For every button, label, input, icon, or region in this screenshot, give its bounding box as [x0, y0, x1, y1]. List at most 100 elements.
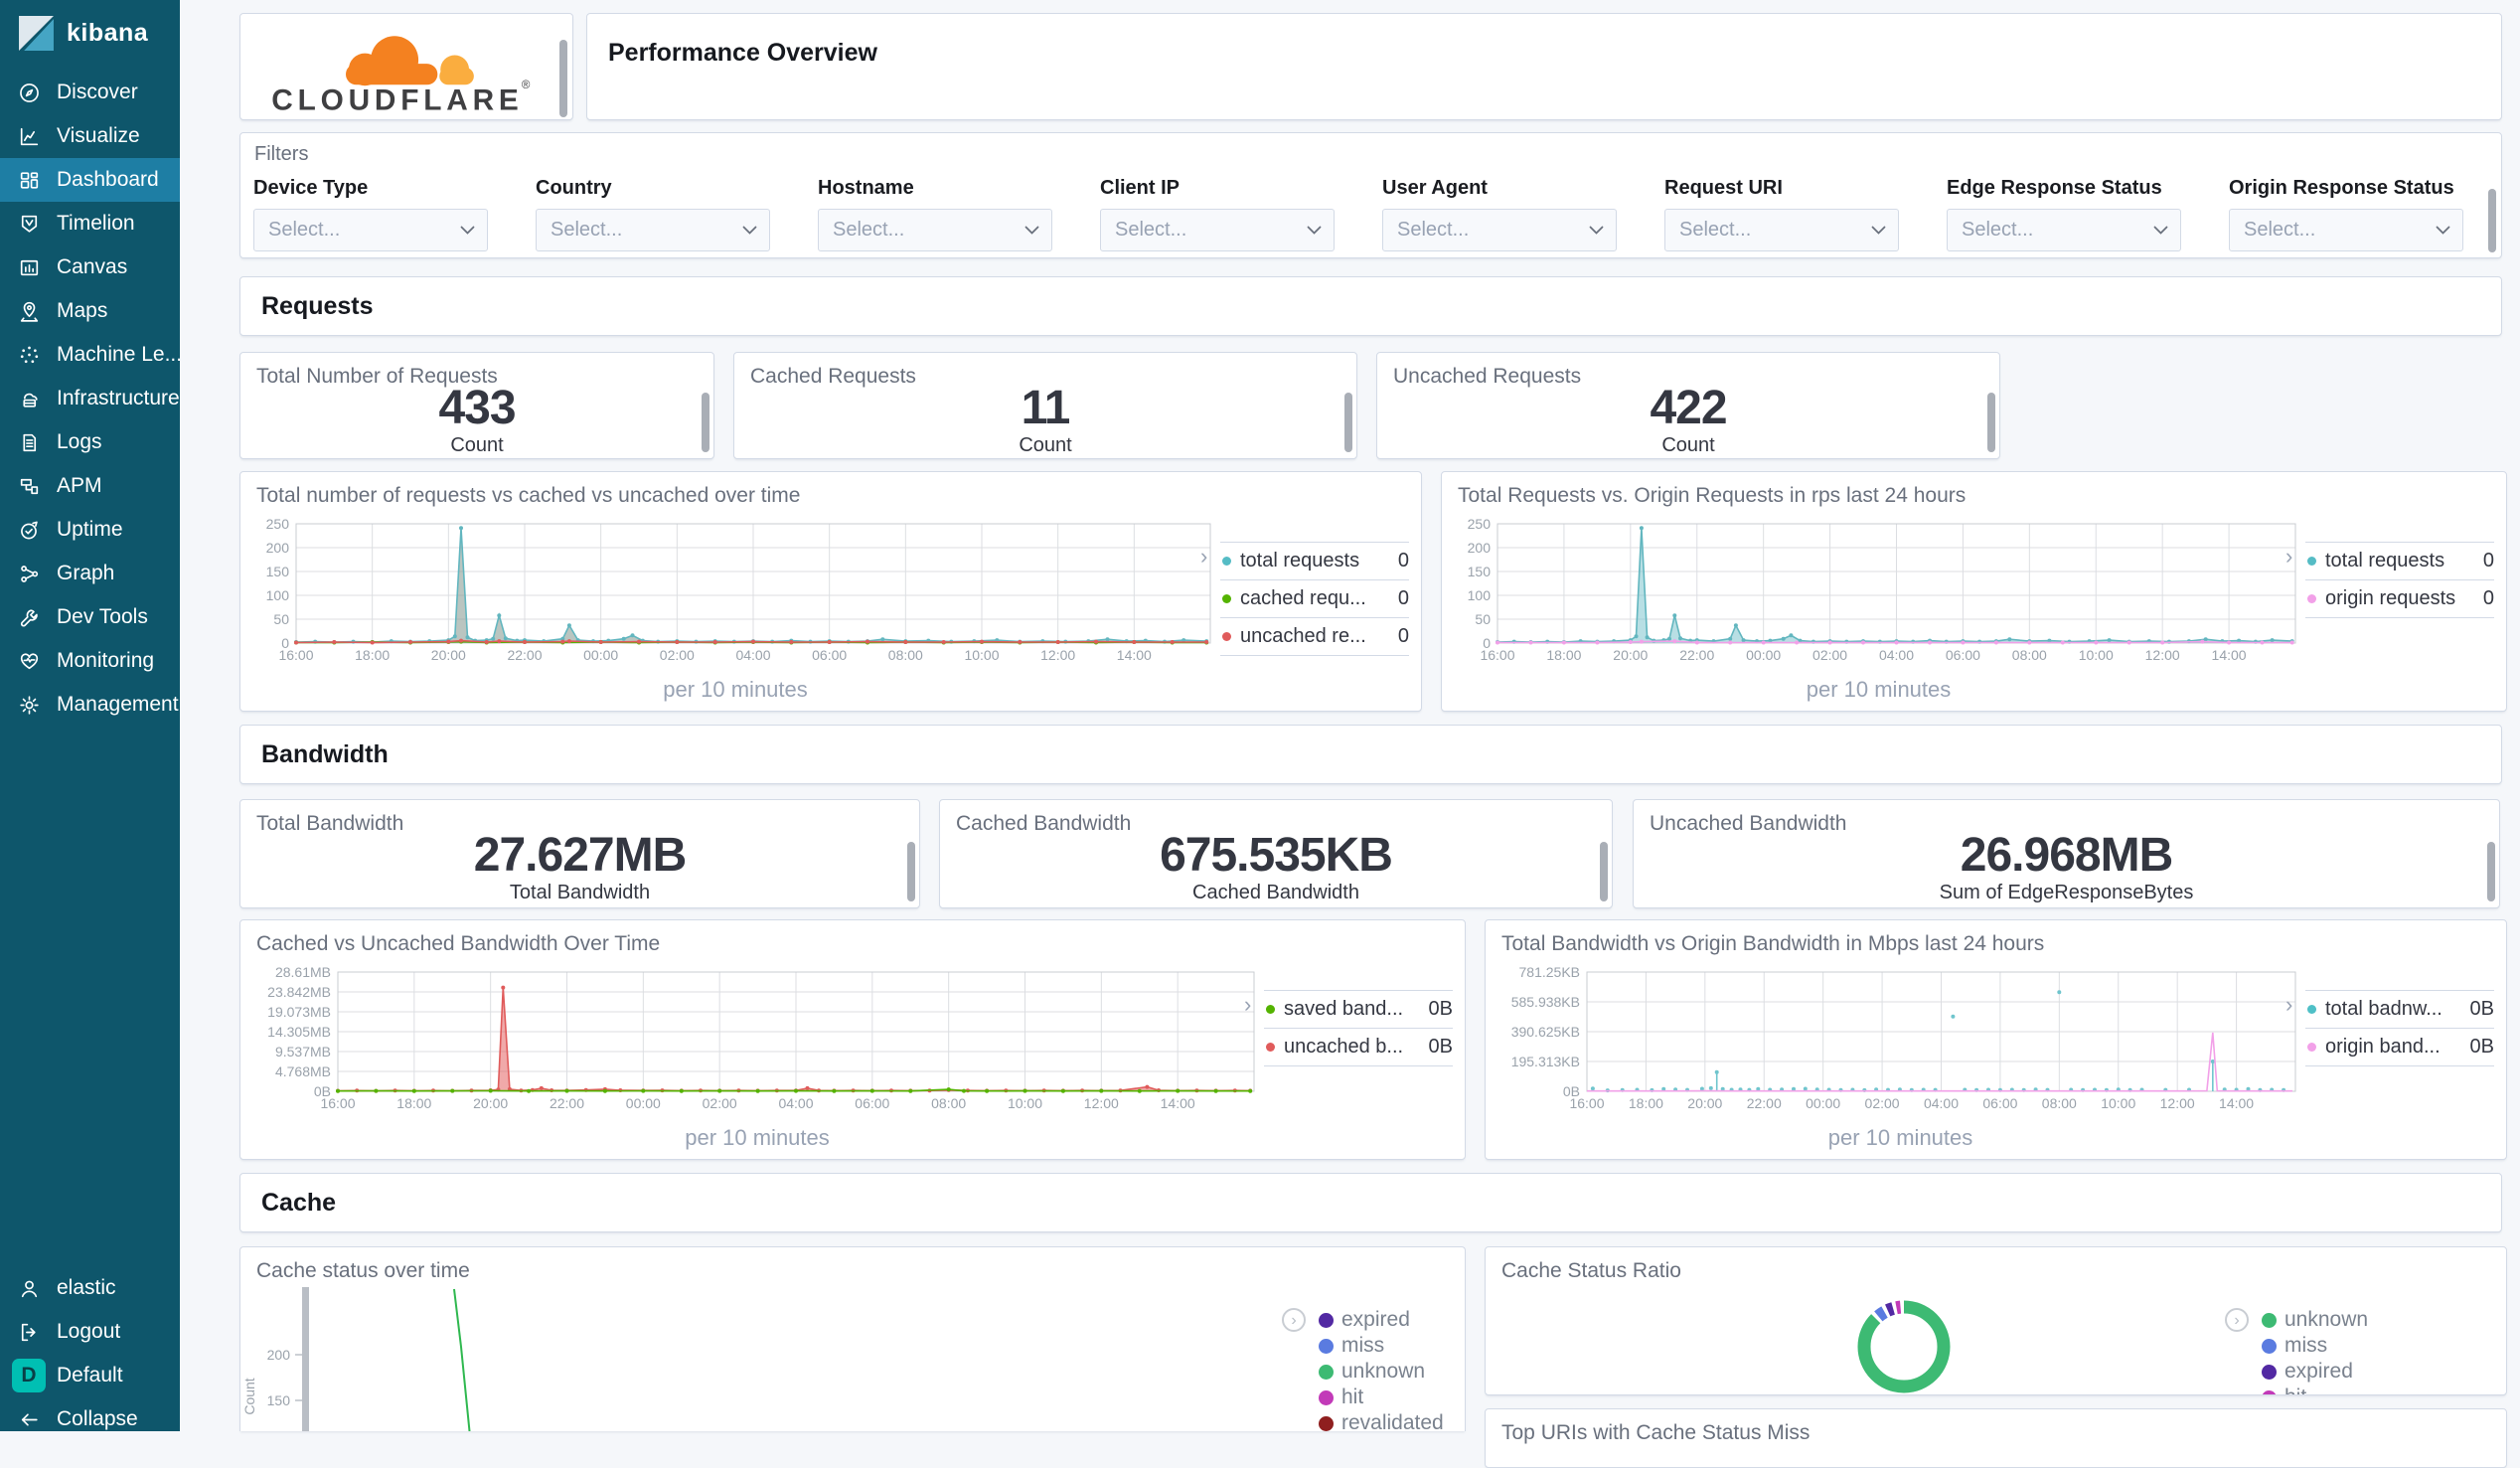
sidebar-item-dashboard[interactable]: Dashboard — [0, 158, 180, 202]
panel-scrollbar[interactable] — [1344, 393, 1352, 452]
panel-scrollbar[interactable] — [907, 842, 915, 901]
legend-label: unknown — [1341, 1360, 1426, 1383]
cache-section-panel: Cache — [239, 1173, 2502, 1232]
svg-text:10:00: 10:00 — [2079, 647, 2114, 663]
filters-title: Filters — [254, 143, 309, 165]
legend-value: 0B — [1428, 1036, 1453, 1058]
sidebar-item-label: Logout — [57, 1320, 121, 1343]
legend-swatch — [1222, 632, 1231, 641]
panel-scrollbar[interactable] — [702, 393, 709, 452]
svg-text:0B: 0B — [314, 1083, 331, 1099]
svg-text:08:00: 08:00 — [2012, 647, 2047, 663]
donut-chart — [1857, 1300, 1951, 1393]
svg-text:23.842MB: 23.842MB — [267, 984, 331, 1000]
legend-item-unknown[interactable]: unknown — [1319, 1359, 1444, 1385]
top-uris-panel: Top URIs with Cache Status Miss — [1485, 1408, 2507, 1468]
metric-sub: Count — [450, 434, 504, 456]
sidebar-item-canvas[interactable]: Canvas — [0, 245, 180, 289]
legend-item-hit[interactable]: hit — [1319, 1385, 1444, 1410]
legend-item-unknown[interactable]: unknown — [2262, 1307, 2368, 1333]
svg-text:0: 0 — [1483, 635, 1491, 651]
svg-text:18:00: 18:00 — [1629, 1095, 1663, 1111]
panel-scrollbar[interactable] — [2488, 189, 2496, 252]
sidebar-item-logs[interactable]: Logs — [0, 420, 180, 464]
filter-field-user-agent: User Agent Select... — [1382, 177, 1617, 251]
sidebar-item-label: APM — [57, 474, 102, 497]
svg-text:250: 250 — [266, 518, 290, 532]
sidebar-item-infrastructure[interactable]: Infrastructure — [0, 377, 180, 420]
dashboard-icon — [20, 171, 39, 189]
legend-collapse-icon[interactable]: › — [1244, 992, 1252, 1017]
legend-label: revalidated — [1341, 1411, 1444, 1431]
sidebar-item-management[interactable]: Management — [0, 683, 180, 727]
legend-item-total-requests[interactable]: total requests 0 — [1220, 543, 1409, 580]
sidebar-item-timelion[interactable]: Timelion — [0, 202, 180, 245]
legend-swatch — [2307, 1043, 2316, 1052]
sidebar-item-maps[interactable]: Maps — [0, 289, 180, 333]
legend-collapse-icon[interactable]: › — [1282, 1308, 1306, 1332]
sidebar-item-apm[interactable]: APM — [0, 464, 180, 508]
sidebar-item-dev-tools[interactable]: Dev Tools — [0, 595, 180, 639]
panel-scrollbar[interactable] — [2487, 842, 2495, 901]
arrow-left-icon — [21, 1412, 38, 1426]
svg-text:18:00: 18:00 — [1546, 647, 1581, 663]
filter-field-origin-response-status: Origin Response Status Select... — [2229, 177, 2463, 251]
metric-sub: Cached Bandwidth — [1192, 882, 1359, 903]
svg-text:390.625KB: 390.625KB — [1511, 1024, 1580, 1040]
filter-select-edge-response-status[interactable]: Select... — [1947, 209, 2181, 251]
sidebar-item-visualize[interactable]: Visualize — [0, 114, 180, 158]
legend-collapse-icon[interactable]: › — [1200, 544, 1208, 569]
legend-item-expired[interactable]: expired — [2262, 1359, 2368, 1385]
svg-text:195.313KB: 195.313KB — [1511, 1054, 1580, 1069]
map-pin-icon — [20, 301, 39, 322]
select-placeholder: Select... — [1397, 219, 1470, 241]
machine-learning-icon — [20, 346, 39, 363]
sidebar-item-label: Machine Le... — [57, 343, 183, 366]
filter-select-device-type[interactable]: Select... — [253, 209, 488, 251]
legend-item-expired[interactable]: expired — [1319, 1307, 1444, 1333]
legend-item-uncached-re[interactable]: uncached re... 0 — [1220, 618, 1409, 656]
filter-select-country[interactable]: Select... — [536, 209, 770, 251]
sidebar-nav: Discover Visualize Dashboard Timelion Canvas… — [0, 71, 183, 727]
chart-legend: unknown miss expired hit — [2262, 1307, 2368, 1394]
panel-scrollbar[interactable] — [1600, 842, 1608, 901]
legend-item-miss[interactable]: miss — [2262, 1333, 2368, 1359]
legend-item-total-badnw[interactable]: total badnw... 0B — [2305, 991, 2494, 1029]
legend-item-revalidated[interactable]: revalidated — [1319, 1410, 1444, 1431]
legend-collapse-icon[interactable]: › — [2285, 544, 2293, 569]
legend-item-uncached-b[interactable]: uncached b... 0B — [1264, 1029, 1453, 1066]
legend-item-cached-requ[interactable]: cached requ... 0 — [1220, 580, 1409, 618]
kibana-brand[interactable]: kibana — [0, 0, 180, 66]
chart-bandwidth-vs-origin: Total Bandwidth vs Origin Bandwidth in M… — [1485, 919, 2507, 1160]
legend-item-saved-band[interactable]: saved band... 0B — [1264, 991, 1453, 1029]
legend-item-origin-requests[interactable]: origin requests 0 — [2305, 580, 2494, 618]
legend-item-origin-band[interactable]: origin band... 0B — [2305, 1029, 2494, 1066]
chart-title: Cached vs Uncached Bandwidth Over Time — [256, 932, 661, 955]
filter-select-user-agent[interactable]: Select... — [1382, 209, 1617, 251]
sidebar-item-machine-le[interactable]: Machine Le... — [0, 333, 183, 377]
chart-legend: total badnw... 0B origin band... 0B — [2305, 990, 2494, 1066]
legend-item-total-requests[interactable]: total requests 0 — [2305, 543, 2494, 580]
chart-cache-status-over-time: Cache status over time 200 150 Count › exp… — [239, 1246, 1466, 1431]
legend-collapse-icon[interactable]: › — [2285, 992, 2293, 1017]
select-placeholder: Select... — [268, 219, 341, 241]
sidebar-item-logout[interactable]: Logout — [0, 1310, 180, 1354]
sidebar-item-graph[interactable]: Graph — [0, 552, 180, 595]
sidebar-item-uptime[interactable]: Uptime — [0, 508, 180, 552]
sidebar-item-monitoring[interactable]: Monitoring — [0, 639, 180, 683]
filter-select-client-ip[interactable]: Select... — [1100, 209, 1335, 251]
filter-select-origin-response-status[interactable]: Select... — [2229, 209, 2463, 251]
filter-select-request-uri[interactable]: Select... — [1664, 209, 1899, 251]
legend-collapse-icon[interactable]: › — [2225, 1308, 2249, 1332]
filter-select-hostname[interactable]: Select... — [818, 209, 1052, 251]
sidebar-item-elastic[interactable]: elastic — [0, 1266, 180, 1310]
sidebar-item-default[interactable]: D Default — [0, 1354, 180, 1397]
sidebar-item-discover[interactable]: Discover — [0, 71, 180, 114]
sidebar-item-collapse[interactable]: Collapse — [0, 1397, 180, 1441]
panel-scrollbar[interactable] — [559, 40, 567, 117]
panel-scrollbar[interactable] — [1987, 393, 1995, 452]
legend-item-miss[interactable]: miss — [1319, 1333, 1444, 1359]
legend-item-hit[interactable]: hit — [2262, 1385, 2368, 1394]
svg-text:02:00: 02:00 — [1812, 647, 1847, 663]
svg-text:08:00: 08:00 — [2042, 1095, 2077, 1111]
